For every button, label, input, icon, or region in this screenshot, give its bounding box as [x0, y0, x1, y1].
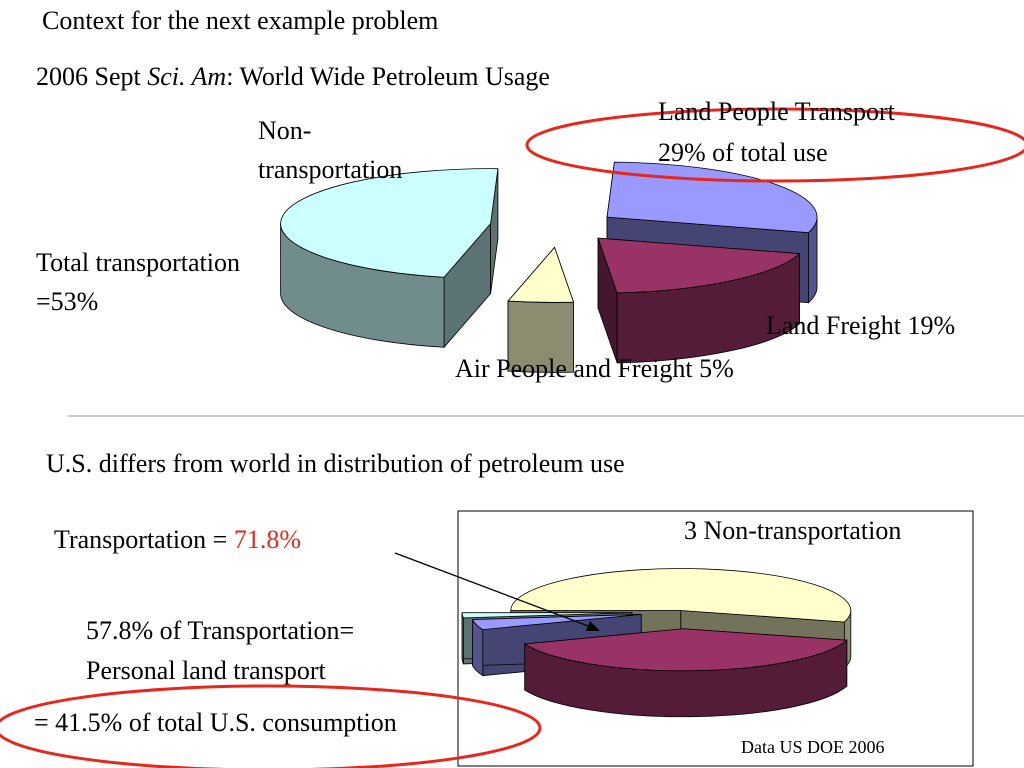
slice-2-top [471, 614, 642, 631]
personal-land-line1: 57.8% of Transportation= [86, 616, 355, 645]
source-journal: Sci. Am [147, 62, 227, 91]
us-pie-chart [461, 568, 852, 718]
us-chart-frame [457, 510, 974, 767]
slice-2-top [507, 246, 575, 303]
transportation-value: 71.8% [233, 525, 301, 554]
land-freight-label: Land Freight 19% [766, 311, 956, 340]
source-prefix: 2006 Sept [36, 62, 148, 91]
slice-3-top [461, 612, 633, 619]
total-transportation-line2: =53% [36, 287, 99, 316]
source-citation: 2006 Sept Sci. Am: World Wide Petroleum … [36, 62, 550, 92]
bottom-heading: U.S. differs from world in distribution … [46, 449, 625, 478]
world-pie-chart [280, 161, 818, 373]
highlight-ellipse-total-consumption [0, 684, 542, 768]
top-heading: Context for the next example problem [42, 6, 439, 35]
source-suffix: : World Wide Petroleum Usage [226, 62, 550, 91]
pointer-arrow-head [586, 621, 600, 631]
transportation-prefix: Transportation = [54, 525, 234, 554]
non-transportation-label-line1: Non- [258, 116, 312, 145]
air-label: Air People and Freight 5% [455, 354, 734, 383]
us-non-transport-label: 3 Non-transportation [684, 516, 902, 545]
slice-3-side [461, 612, 464, 665]
slice-0-top [510, 568, 852, 623]
pointer-arrow-line [394, 552, 597, 630]
slice-1-top [597, 237, 801, 294]
data-credit: Data US DOE 2006 [741, 737, 885, 757]
slice-1-top [523, 628, 848, 672]
non-transportation-label-line2: transportation [258, 155, 403, 184]
personal-land-line2: Personal land transport [86, 656, 326, 685]
total-consumption: = 41.5% of total U.S. consumption [34, 708, 397, 737]
land-people-label-line1: Land People Transport [658, 97, 895, 126]
land-people-label-line2: 29% of total use [658, 138, 828, 167]
total-transportation-line1: Total transportation [36, 248, 240, 277]
transportation-total: Transportation = 71.8% [54, 525, 301, 555]
slice-0-top [606, 161, 818, 234]
slice-3-top [280, 168, 499, 278]
highlight-ellipse-land-people [525, 107, 1024, 183]
